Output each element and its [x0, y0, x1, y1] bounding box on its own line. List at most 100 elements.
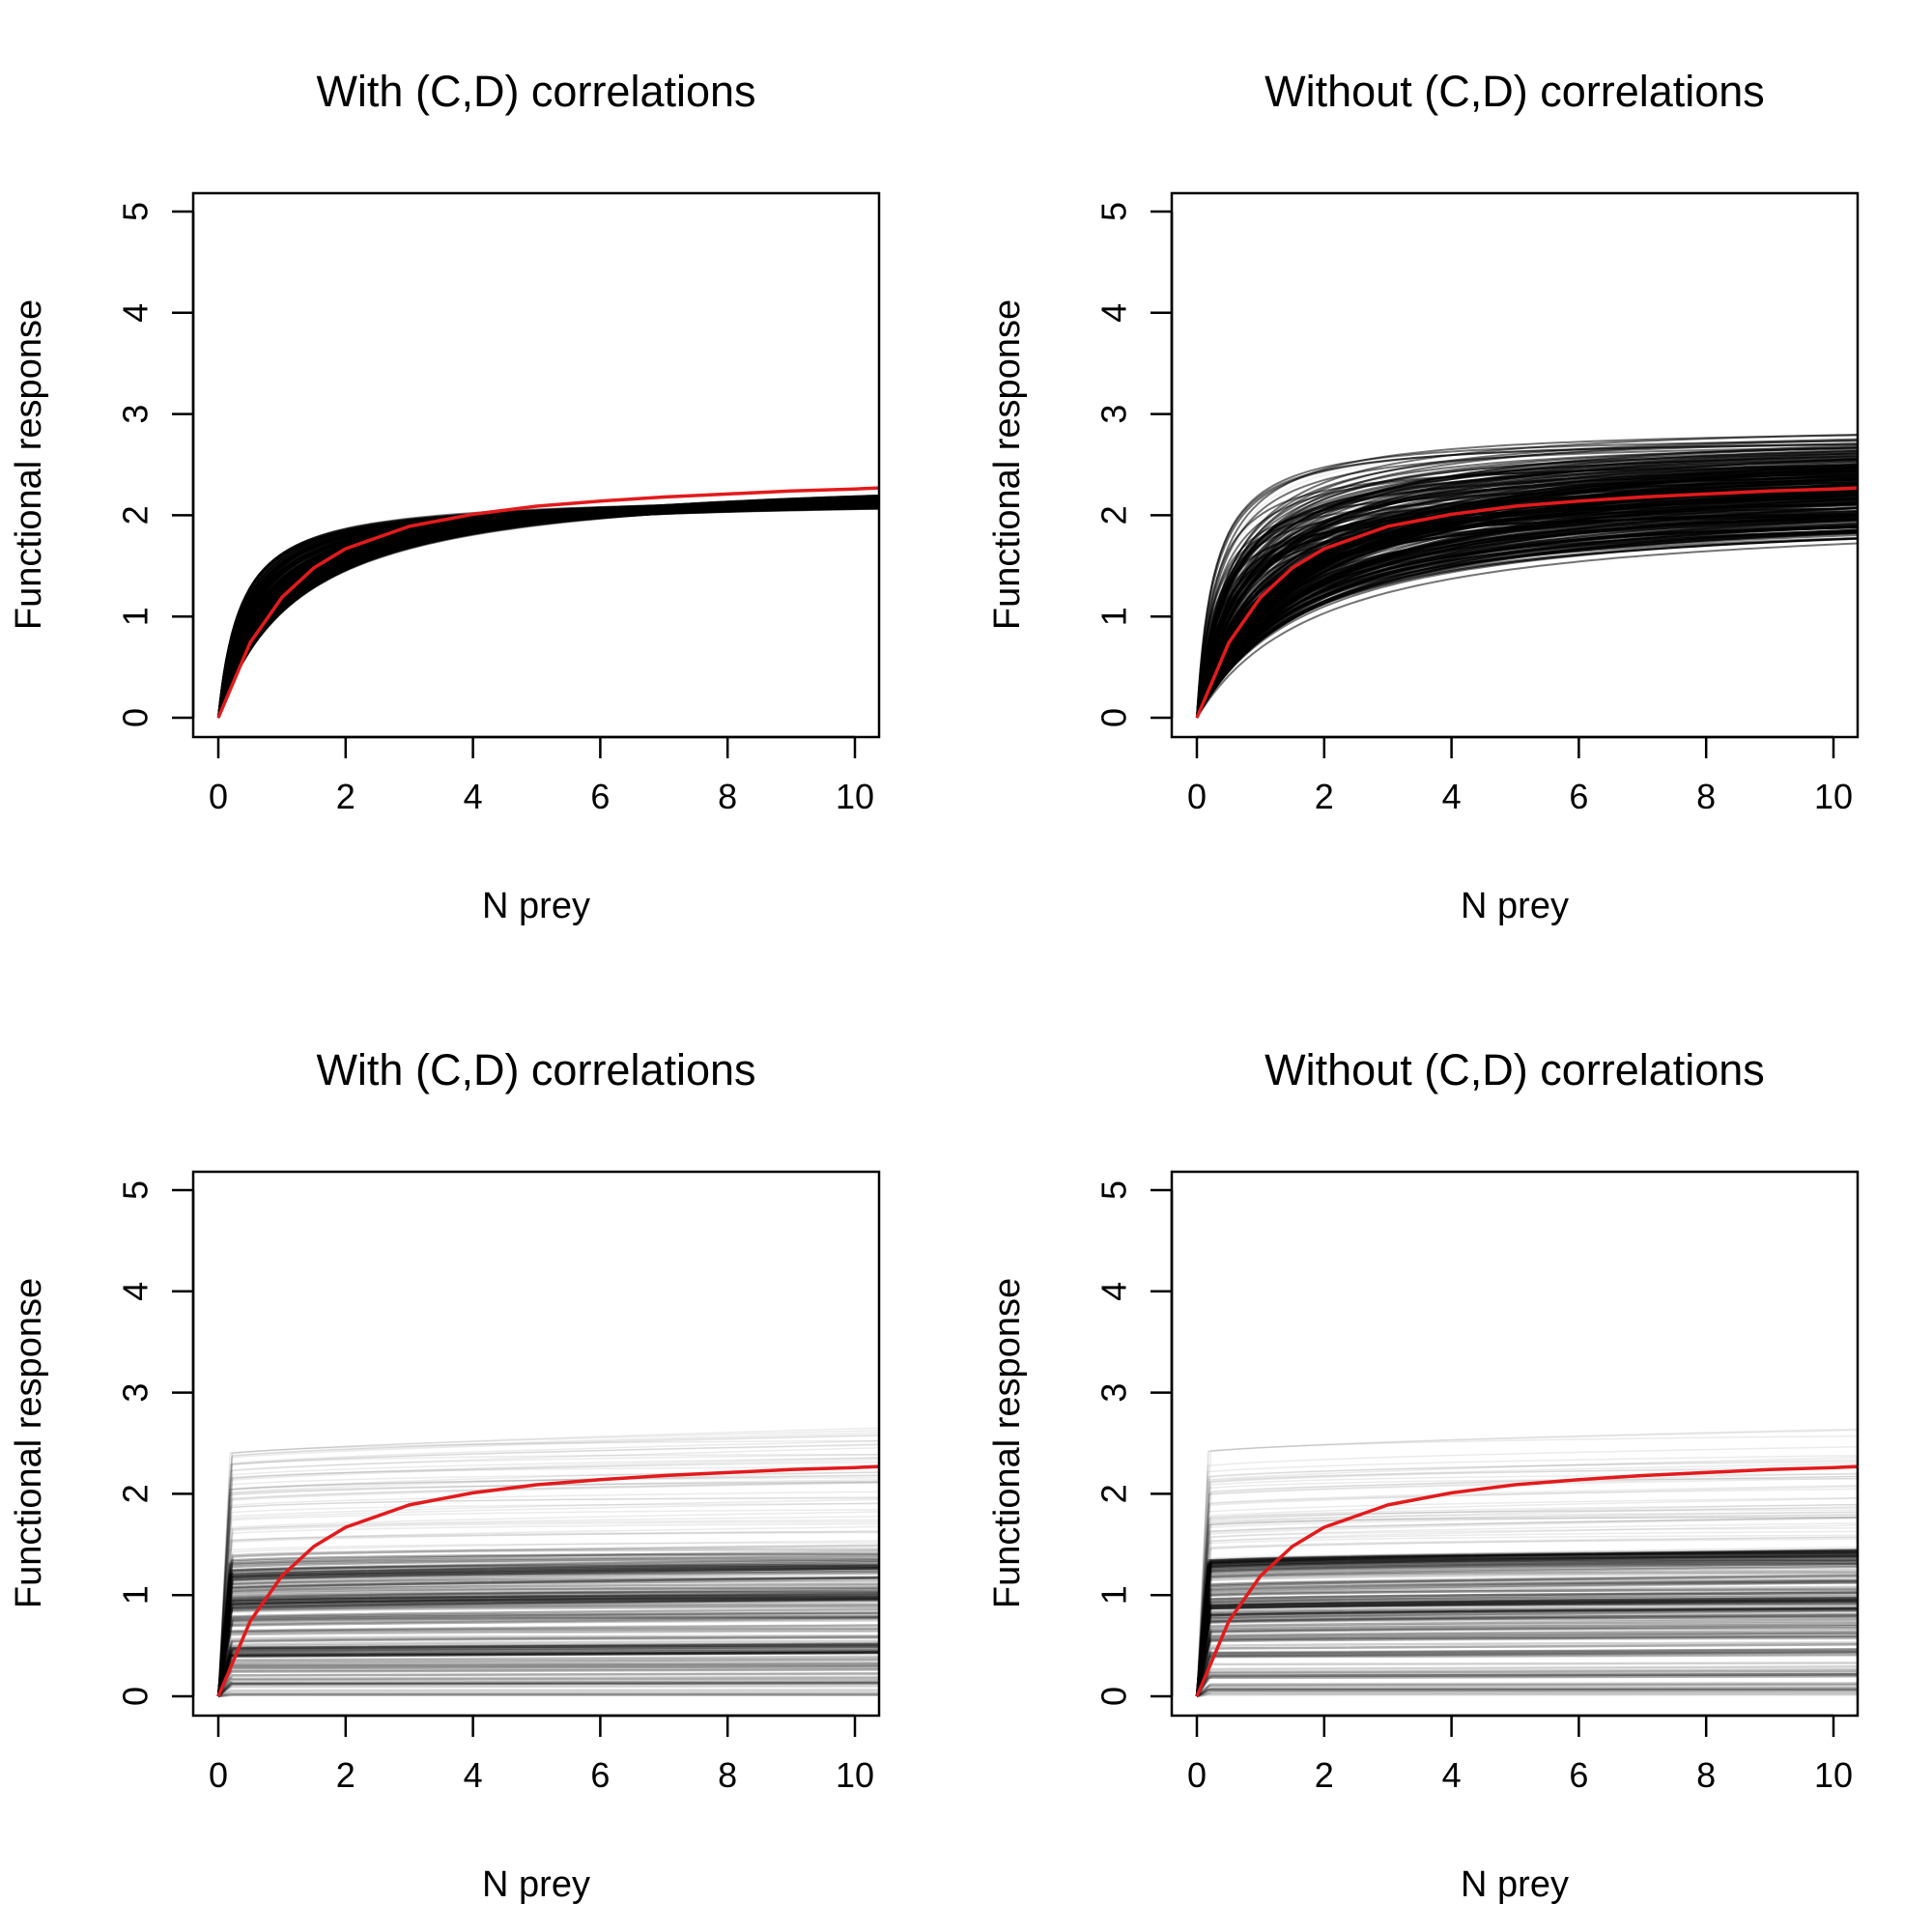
simulated-curve	[216, 1562, 879, 1697]
simulated-curve	[217, 496, 879, 719]
simulated-curve	[216, 1666, 879, 1697]
simulated-curve	[216, 1635, 879, 1697]
simulated-curve	[217, 499, 879, 719]
simulated-curve	[1195, 1585, 1858, 1697]
simulated-curve	[1195, 1593, 1858, 1697]
panel-2: Without (C,D) correlations N prey Function…	[987, 67, 1860, 926]
simulated-curve	[1196, 1548, 1858, 1697]
simulated-curve	[217, 497, 879, 719]
simulated-curve	[217, 501, 879, 719]
simulated-curve	[1195, 1579, 1858, 1697]
y-tick-label: 5	[116, 202, 156, 221]
simulated-curve	[216, 1658, 879, 1697]
simulated-curve	[1195, 1562, 1858, 1697]
simulated-curve	[216, 1559, 879, 1697]
simulated-curve	[216, 1664, 879, 1697]
simulated-curve	[217, 1479, 879, 1697]
simulated-curve	[217, 500, 879, 719]
simulated-curve	[216, 1590, 879, 1697]
simulated-curve	[1195, 1580, 1858, 1697]
y-tick-label: 0	[116, 1687, 156, 1706]
x-axis: 0 2 4 6 8 10	[209, 1714, 874, 1795]
y-tick-label: 2	[116, 1484, 156, 1503]
simulated-curve	[216, 1655, 879, 1697]
simulated-curve	[216, 1569, 879, 1697]
simulated-curve	[216, 1650, 879, 1697]
x-tick-label: 2	[336, 1755, 355, 1795]
x-tick-label: 4	[464, 1755, 483, 1795]
simulated-curve	[217, 498, 879, 719]
simulated-curve	[1196, 1688, 1858, 1698]
simulated-curve	[1195, 1625, 1858, 1697]
simulated-curve	[1196, 1459, 1858, 1697]
simulated-curve	[216, 1624, 879, 1697]
simulated-curve	[216, 1552, 879, 1697]
simulated-curve	[1196, 537, 1858, 719]
y-tick-label: 5	[116, 1180, 156, 1200]
y-axis: 0 1 2 3 4 5	[116, 1180, 195, 1706]
simulated-curve	[217, 500, 879, 719]
simulated-curve	[216, 1595, 879, 1697]
simulated-curve	[1196, 1692, 1858, 1698]
simulated-curve	[1196, 1473, 1858, 1697]
simulated-curve	[1196, 510, 1858, 719]
simulated-curve	[217, 1690, 879, 1698]
simulated-curve	[217, 499, 879, 719]
simulated-curve	[1195, 1673, 1858, 1697]
mean-curve	[216, 486, 879, 719]
simulated-curve	[216, 1667, 879, 1697]
simulated-curve	[217, 501, 879, 719]
simulated-curve	[1195, 1606, 1858, 1697]
simulated-curve	[1196, 497, 1858, 719]
simulated-curve	[217, 1682, 879, 1697]
simulated-curve	[216, 1577, 879, 1697]
simulated-curve	[216, 1661, 879, 1697]
x-tick-label: 8	[718, 777, 737, 816]
simulated-curve	[217, 498, 879, 719]
simulated-curve	[1195, 1576, 1858, 1697]
simulated-curve	[1195, 1662, 1858, 1697]
simulated-curve	[217, 1457, 879, 1697]
simulated-curve	[216, 1624, 879, 1697]
simulated-curve	[217, 1508, 879, 1697]
simulated-curve	[216, 1650, 879, 1697]
simulated-curve	[216, 1594, 879, 1697]
simulated-curve	[217, 501, 879, 719]
simulated-curve	[1196, 1445, 1858, 1697]
simulated-curve	[217, 500, 879, 719]
y-axis: 0 1 2 3 4 5	[1094, 202, 1174, 727]
simulated-curve	[216, 1645, 879, 1697]
simulated-curve	[217, 497, 879, 719]
simulated-curve	[1195, 1579, 1858, 1697]
simulated-curve	[216, 1577, 879, 1697]
simulated-curve	[1195, 1591, 1858, 1697]
simulated-curve	[1196, 478, 1858, 719]
simulated-curve	[217, 500, 879, 719]
simulated-curve	[1196, 1538, 1858, 1697]
simulated-curve	[216, 1564, 879, 1697]
simulated-curve	[1195, 1615, 1858, 1697]
simulated-curve	[216, 1560, 879, 1697]
simulated-curve	[216, 1611, 879, 1697]
simulated-curve	[216, 1592, 879, 1697]
simulated-curve	[217, 501, 879, 719]
simulated-curve	[1195, 1636, 1858, 1697]
simulated-curve	[1195, 1667, 1858, 1697]
simulated-curve	[217, 497, 879, 719]
simulated-curve	[1195, 1621, 1858, 1697]
y-tick-label: 4	[116, 303, 156, 323]
simulated-curve	[217, 496, 879, 719]
simulated-curve	[1196, 1484, 1858, 1697]
x-tick-label: 4	[1442, 777, 1462, 816]
simulated-curve	[1195, 1591, 1858, 1697]
simulated-curve	[216, 1567, 879, 1697]
simulated-curve	[217, 1476, 879, 1697]
simulated-curve	[217, 496, 879, 719]
simulated-curve	[216, 1616, 879, 1697]
simulated-curve	[216, 1659, 879, 1697]
simulated-curve	[216, 1648, 879, 1697]
simulated-curve	[216, 1662, 879, 1697]
x-axis-label: N prey	[482, 886, 590, 926]
simulated-curve	[216, 1664, 879, 1697]
simulated-curve	[217, 501, 879, 719]
